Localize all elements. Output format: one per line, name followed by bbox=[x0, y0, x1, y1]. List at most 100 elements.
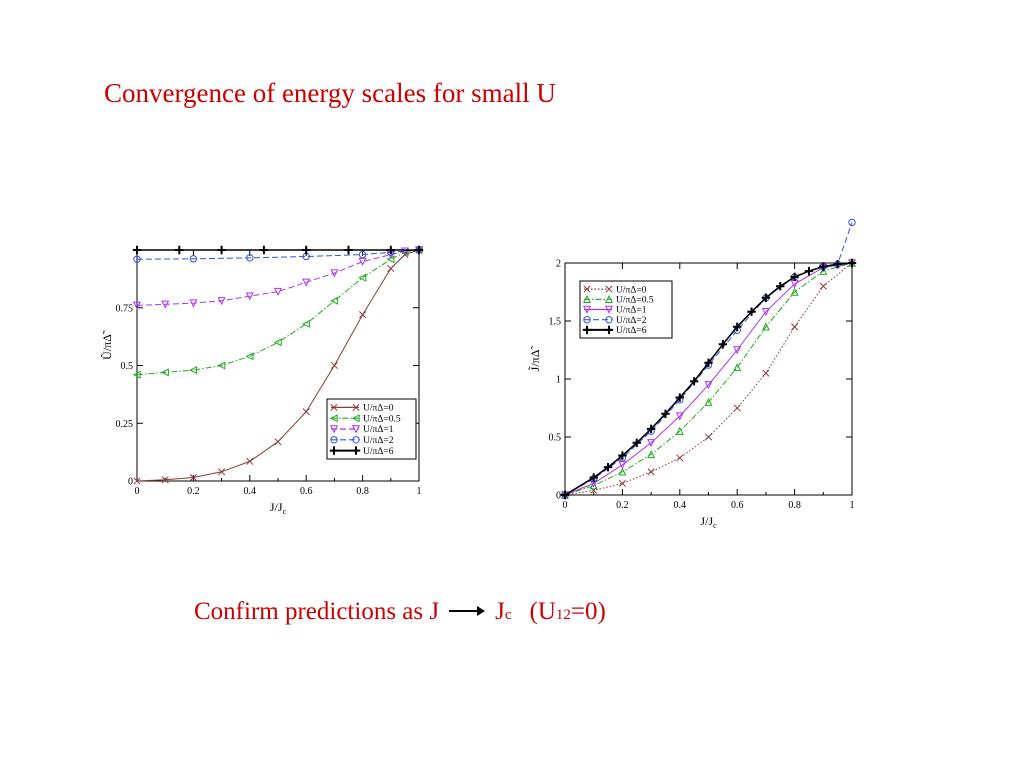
legend-marker bbox=[351, 425, 361, 434]
data-point bbox=[218, 468, 226, 476]
data-point bbox=[133, 477, 141, 485]
data-point bbox=[833, 259, 842, 269]
legend-marker bbox=[351, 414, 360, 423]
x-tick-label: 0 bbox=[563, 500, 568, 511]
data-point bbox=[647, 450, 656, 459]
data-point bbox=[676, 454, 684, 462]
data-point bbox=[330, 361, 338, 370]
x-axis-label-sub: c bbox=[283, 507, 287, 516]
caption-prefix: Confirm predictions as J bbox=[194, 598, 440, 625]
y-tick-label: 0.5 bbox=[549, 433, 562, 444]
legend-marker bbox=[605, 316, 613, 324]
series-line bbox=[564, 262, 853, 496]
data-point bbox=[132, 245, 142, 255]
legend-marker bbox=[604, 305, 614, 314]
data-point bbox=[819, 262, 828, 271]
y-tick-label: 1 bbox=[556, 375, 561, 386]
data-point bbox=[189, 299, 198, 308]
data-point bbox=[618, 451, 627, 460]
data-point bbox=[386, 245, 395, 255]
series-4 bbox=[560, 258, 857, 500]
data-point bbox=[132, 301, 142, 310]
data-point bbox=[733, 363, 742, 372]
legend-marker bbox=[582, 325, 592, 335]
y-tick-label: 1.5 bbox=[549, 317, 562, 328]
x-tick-label: 0.8 bbox=[356, 486, 369, 497]
data-point bbox=[847, 258, 857, 268]
y-axis-label: J̃/πΔ̃ bbox=[528, 346, 542, 372]
series-line bbox=[564, 262, 853, 496]
data-point bbox=[301, 319, 310, 328]
data-point bbox=[302, 245, 311, 255]
legend-entry: U/πΔ=2 bbox=[616, 316, 647, 326]
data-point bbox=[217, 361, 226, 370]
data-point bbox=[560, 490, 570, 500]
data-point bbox=[590, 486, 598, 494]
x-tick-label: 0.2 bbox=[616, 500, 629, 511]
legend-marker bbox=[604, 294, 614, 303]
x-tick-label: 0.6 bbox=[300, 486, 313, 497]
data-point bbox=[273, 338, 282, 347]
legend-marker bbox=[583, 285, 591, 293]
data-point bbox=[761, 308, 770, 317]
x-axis-label: J/Jc bbox=[270, 500, 287, 516]
slide-caption: Confirm predictions as J Jc (U12=0) bbox=[194, 598, 606, 626]
data-point bbox=[646, 424, 656, 434]
data-point bbox=[791, 323, 799, 331]
slide-title: Convergence of energy scales for small U bbox=[104, 78, 556, 108]
data-point bbox=[344, 245, 353, 255]
arrow-right-icon bbox=[449, 606, 486, 617]
data-point bbox=[330, 296, 339, 305]
data-point bbox=[618, 479, 626, 487]
data-point bbox=[133, 255, 141, 263]
x-tick-label: 0 bbox=[135, 486, 140, 497]
data-point bbox=[359, 311, 367, 319]
x-tick-label: 0.6 bbox=[731, 500, 744, 511]
legend-marker bbox=[582, 294, 592, 303]
caption-target: J bbox=[495, 598, 505, 625]
caption-condition-sub: 12 bbox=[555, 607, 571, 623]
data-point bbox=[217, 297, 226, 306]
data-point bbox=[790, 287, 799, 296]
data-point bbox=[245, 352, 254, 361]
data-point bbox=[358, 250, 367, 259]
data-point bbox=[246, 457, 254, 465]
y-tick-label: 2 bbox=[556, 259, 561, 270]
data-point bbox=[819, 282, 827, 290]
data-point bbox=[704, 381, 713, 390]
data-point bbox=[189, 366, 198, 375]
data-point bbox=[302, 408, 310, 416]
data-point bbox=[217, 245, 226, 255]
legend-marker bbox=[605, 285, 613, 293]
data-point bbox=[161, 476, 169, 484]
y-tick-label: 0 bbox=[128, 477, 133, 488]
caption-target-sub: c bbox=[504, 607, 512, 623]
x-tick-label: 0.4 bbox=[244, 486, 256, 497]
chart-left: 0 0.2 0.4 0.6 0.8 1 0 0.25 0.5 0.75 J/Jc Ũ/πΔ̃ U/πΔ=… bbox=[100, 245, 424, 516]
legend-marker bbox=[352, 436, 360, 444]
legend-entry: U/πΔ=0.5 bbox=[616, 296, 654, 306]
data-point bbox=[733, 346, 742, 355]
series-4 bbox=[132, 245, 424, 255]
data-point bbox=[358, 257, 367, 266]
caption-condition-close: =0) bbox=[570, 598, 606, 625]
legend-marker bbox=[582, 305, 592, 314]
data-point bbox=[589, 473, 598, 482]
data-point bbox=[414, 245, 424, 255]
series-1 bbox=[132, 245, 423, 379]
data-point bbox=[189, 255, 198, 263]
legend: U/πΔ=0U/πΔ=0.5U/πΔ=1U/πΔ=2U/πΔ=6 bbox=[326, 398, 417, 460]
legend: U/πΔ=0U/πΔ=0.5U/πΔ=1U/πΔ=2U/πΔ=6 bbox=[579, 280, 673, 339]
data-point bbox=[618, 467, 627, 476]
y-axis-label: Ũ/πΔ̃ bbox=[100, 330, 114, 360]
x-tick-label: 0.8 bbox=[788, 500, 801, 511]
legend-marker bbox=[329, 414, 338, 423]
data-point bbox=[259, 245, 269, 255]
data-point bbox=[675, 426, 684, 435]
data-point bbox=[161, 300, 170, 309]
data-point bbox=[245, 292, 254, 301]
legend-entry: U/πΔ=0 bbox=[616, 285, 647, 295]
legend-marker bbox=[330, 436, 338, 444]
data-point bbox=[733, 404, 741, 412]
data-point bbox=[246, 254, 254, 262]
